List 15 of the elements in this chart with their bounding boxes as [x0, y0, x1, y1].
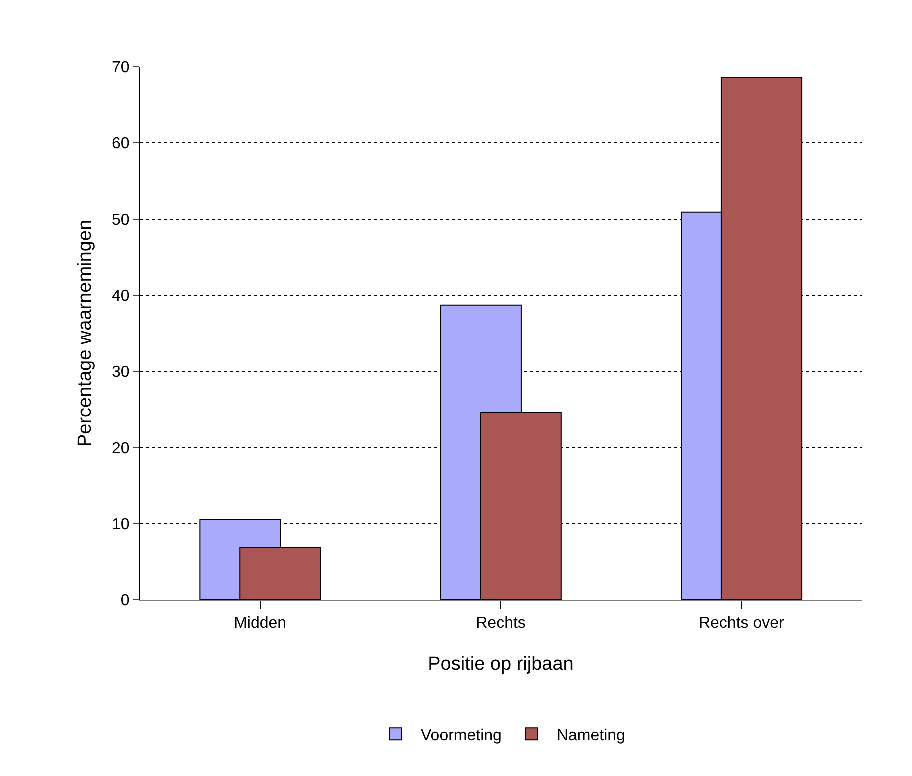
x-axis-title: Positie op rijbaan — [428, 654, 574, 675]
y-axis-title: Percentage waarnemingen — [74, 220, 96, 448]
legend-label: Nameting — [556, 727, 626, 744]
y-tick-label: 30 — [112, 364, 130, 382]
y-tick-label: 0 — [120, 592, 130, 610]
y-tick-label: 50 — [112, 212, 130, 229]
x-tick-label: Rechts over — [698, 615, 786, 632]
y-tick-label: 40 — [112, 288, 130, 306]
x-tick-label: Rechts — [476, 615, 526, 632]
y-tick-label: 60 — [112, 136, 130, 153]
y-tick-label: 70 — [112, 60, 130, 77]
y-tick-label: 20 — [112, 440, 130, 458]
y-tick-label: 10 — [112, 516, 130, 534]
x-tick-label: Midden — [234, 615, 287, 632]
legend-label: Voormeting — [421, 727, 502, 744]
